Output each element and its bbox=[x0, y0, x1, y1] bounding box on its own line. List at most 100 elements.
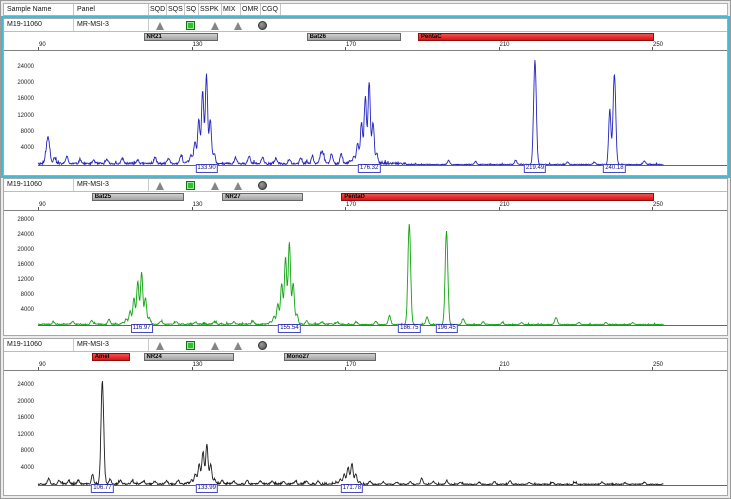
col-header-sample-name[interactable]: Sample Name bbox=[4, 4, 74, 15]
sample-name-cell[interactable]: M19-11060 bbox=[4, 339, 74, 351]
x-axis-tick bbox=[652, 47, 653, 50]
plot-area[interactable]: 4000 8000 12000 16000 20000 24000 28000 116.97 1… bbox=[4, 211, 727, 335]
sample-row[interactable]: M19-11060 MR-MSI-3 bbox=[4, 19, 727, 32]
peak-size-label[interactable]: 176.32 bbox=[358, 164, 381, 173]
sample-row[interactable]: M19-11060 MR-MSI-3 bbox=[4, 339, 727, 352]
green-pass-square-icon[interactable] bbox=[186, 181, 195, 190]
x-axis-tick bbox=[498, 207, 500, 210]
peak-size-label[interactable]: 196.45 bbox=[435, 324, 458, 333]
header-filler bbox=[281, 4, 727, 15]
x-axis-tick bbox=[498, 47, 500, 50]
sample-panel[interactable]: M19-11060 MR-MSI-3 NR21 Bat26 PentaC 90 130… bbox=[1, 16, 730, 178]
plot-area[interactable]: 4000 8000 12000 16000 20000 24000 106.77 133.99… bbox=[4, 371, 727, 495]
triangle-flag-icon[interactable] bbox=[234, 342, 242, 350]
marker-bar-bat25[interactable]: Bat25 bbox=[91, 193, 184, 201]
marker-bar-nr24[interactable]: NR24 bbox=[143, 353, 234, 361]
peak-size-label[interactable]: 240.18 bbox=[603, 164, 626, 173]
y-axis-tick-label: 20000 bbox=[17, 246, 34, 253]
x-axis-ruler: 90 130 170 210 250 bbox=[4, 362, 727, 371]
col-header-sqd[interactable]: SQD bbox=[150, 4, 167, 15]
x-axis-tick bbox=[652, 367, 653, 370]
triangle-flag-icon[interactable] bbox=[234, 22, 242, 30]
x-axis-tick-label: 210 bbox=[499, 202, 510, 208]
y-axis-tick-label: 24000 bbox=[17, 381, 34, 388]
gray-circle-icon[interactable] bbox=[258, 181, 267, 190]
x-axis-tick-label: 170 bbox=[346, 202, 357, 208]
marker-bar-nr27[interactable]: NR27 bbox=[222, 193, 303, 201]
marker-bar-nr21[interactable]: NR21 bbox=[143, 33, 219, 41]
sample-name-cell[interactable]: M19-11060 bbox=[4, 179, 74, 191]
x-axis-tick-label: 170 bbox=[346, 42, 357, 48]
y-axis-tick-label: 12000 bbox=[17, 431, 34, 438]
triangle-flag-icon[interactable] bbox=[211, 22, 219, 30]
triangle-flag-icon[interactable] bbox=[211, 182, 219, 190]
x-axis-tick bbox=[345, 207, 346, 210]
col-header-mix[interactable]: MIX bbox=[222, 4, 241, 15]
col-header-omr[interactable]: OMR bbox=[241, 4, 261, 15]
y-axis-tick-label: 8000 bbox=[20, 128, 34, 135]
electropherogram-chart: Bat25 NR27 PentaD 90 130 170 210 250 4000 8000 1… bbox=[4, 192, 727, 335]
x-axis-tick-label: 90 bbox=[39, 42, 46, 48]
x-axis-ruler: 90 130 170 210 250 bbox=[4, 42, 727, 51]
x-axis-tick bbox=[191, 367, 193, 370]
marker-track: Bat25 NR27 PentaD bbox=[4, 192, 727, 202]
x-axis-tick-label: 250 bbox=[653, 362, 664, 368]
marker-bar-amel[interactable]: Amel bbox=[91, 353, 131, 361]
peak-size-label[interactable]: 116.97 bbox=[130, 324, 153, 333]
peak-size-label[interactable]: 186.75 bbox=[398, 324, 421, 333]
x-axis-tick-label: 130 bbox=[192, 42, 203, 48]
green-pass-square-icon[interactable] bbox=[186, 341, 195, 350]
sample-name-cell[interactable]: M19-11060 bbox=[4, 19, 74, 31]
peak-size-label[interactable]: 133.99 bbox=[195, 484, 218, 493]
marker-bar-pentad[interactable]: PentaD bbox=[341, 193, 654, 201]
gray-circle-icon[interactable] bbox=[258, 341, 267, 350]
x-axis-tick bbox=[38, 47, 39, 50]
y-axis-tick-label: 24000 bbox=[17, 232, 34, 238]
y-axis-tick-label: 16000 bbox=[17, 261, 34, 268]
y-axis-tick-label: 16000 bbox=[17, 96, 34, 103]
col-header-panel[interactable]: Panel bbox=[74, 4, 149, 15]
peak-size-label[interactable]: 171.78 bbox=[340, 484, 364, 493]
electropherogram-trace[interactable] bbox=[4, 211, 727, 335]
sample-row[interactable]: M19-11060 MR-MSI-3 bbox=[4, 179, 727, 192]
marker-bar-mono27[interactable]: Mono27 bbox=[283, 353, 376, 361]
panel-name-cell[interactable]: MR-MSI-3 bbox=[74, 179, 149, 191]
gray-circle-icon[interactable] bbox=[258, 21, 267, 30]
x-axis-tick-label: 250 bbox=[653, 202, 664, 208]
col-header-cgq[interactable]: CGQ bbox=[261, 4, 281, 15]
sample-panel[interactable]: M19-11060 MR-MSI-3 Amel NR24 Mono27 90 130 1… bbox=[3, 338, 728, 496]
col-header-sq[interactable]: SQ bbox=[185, 4, 199, 15]
marker-bar-bat26[interactable]: Bat26 bbox=[306, 33, 401, 41]
x-axis-tick-label: 90 bbox=[39, 202, 46, 208]
green-pass-square-icon[interactable] bbox=[186, 21, 195, 30]
peak-size-label[interactable]: 106.77 bbox=[91, 484, 114, 493]
triangle-flag-icon[interactable] bbox=[156, 182, 164, 190]
peak-size-label[interactable]: 155.54 bbox=[278, 324, 301, 333]
peak-size-label[interactable]: 133.90 bbox=[195, 164, 218, 173]
triangle-flag-icon[interactable] bbox=[156, 342, 164, 350]
triangle-flag-icon[interactable] bbox=[211, 342, 219, 350]
marker-track: Amel NR24 Mono27 bbox=[4, 352, 727, 362]
panel-name-cell[interactable]: MR-MSI-3 bbox=[74, 19, 149, 31]
sample-panel[interactable]: M19-11060 MR-MSI-3 Bat25 NR27 PentaD 90 130… bbox=[3, 178, 728, 336]
y-axis-tick-label: 8000 bbox=[20, 448, 34, 455]
col-header-sqs[interactable]: SQS bbox=[167, 4, 185, 15]
x-axis-tick bbox=[345, 367, 346, 370]
triangle-flag-icon[interactable] bbox=[156, 22, 164, 30]
x-axis-tick bbox=[652, 207, 653, 210]
plot-area[interactable]: 4000 8000 12000 16000 20000 24000 133.90 176.32… bbox=[4, 51, 727, 175]
x-axis-tick-label: 250 bbox=[653, 42, 664, 48]
x-axis-tick-label: 130 bbox=[192, 362, 203, 368]
panel-name-cell[interactable]: MR-MSI-3 bbox=[74, 339, 149, 351]
y-axis-tick-label: 16000 bbox=[17, 415, 34, 422]
peak-size-label[interactable]: 219.49 bbox=[523, 164, 547, 173]
marker-track: NR21 Bat26 PentaC bbox=[4, 32, 727, 42]
triangle-flag-icon[interactable] bbox=[234, 182, 242, 190]
electropherogram-trace[interactable] bbox=[4, 51, 727, 175]
x-axis-tick-label: 210 bbox=[499, 362, 510, 368]
marker-bar-pentac[interactable]: PentaC bbox=[417, 33, 654, 41]
electropherogram-trace[interactable] bbox=[4, 371, 727, 495]
col-header-sspk[interactable]: SSPK bbox=[199, 4, 222, 15]
y-axis-tick-label: 12000 bbox=[17, 276, 34, 283]
